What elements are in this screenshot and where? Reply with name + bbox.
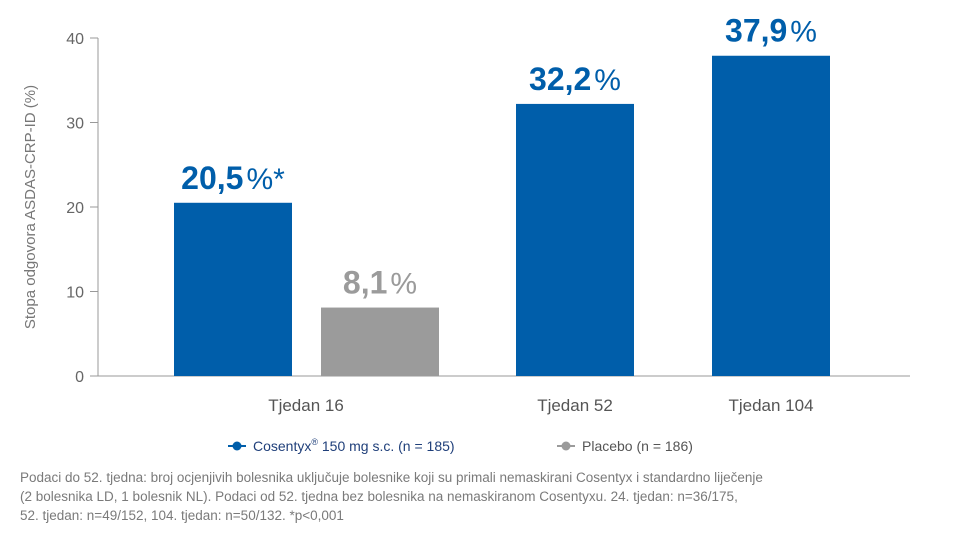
footnote-line-1: Podaci do 52. tjedna: broj ocjenjivih bo… [20, 470, 763, 485]
y-tick-label: 40 [66, 31, 84, 48]
x-tick-label: Tjedan 16 [268, 396, 344, 415]
legend-label-placebo: Placebo (n = 186) [582, 438, 693, 454]
bar-placebo [321, 307, 439, 376]
data-label: 37,9% [725, 13, 817, 49]
bar-cosentyx [174, 202, 292, 376]
legend-item-cosentyx: Cosentyx® 150 mg s.c. (n = 185) [228, 437, 455, 454]
bar-cosentyx [516, 103, 634, 376]
legend-marker-placebo [561, 441, 571, 451]
data-label: 20,5 %* [181, 160, 285, 196]
x-tick-label: Tjedan 104 [728, 396, 813, 415]
chart-bars [174, 55, 830, 377]
chart-axes: 0 10 20 30 40 Tjedan 16 Tjedan 52 Tjedan 104 [66, 31, 910, 415]
data-label: 32,2% [529, 61, 621, 97]
legend-item-placebo: Placebo (n = 186) [557, 438, 693, 454]
y-tick-label: 10 [66, 285, 84, 302]
chart-value-labels: 20,5 %* 8,1 % 32,2 % 37,9% [181, 13, 817, 301]
bar-cosentyx [712, 55, 830, 377]
footnote: Podaci do 52. tjedna: broj ocjenjivih bo… [20, 468, 940, 525]
y-tick-label: 30 [66, 116, 84, 133]
y-axis-label: Stopa odgovora ASDAS-CRP-ID (%) [22, 85, 39, 329]
x-tick-label: Tjedan 52 [537, 396, 613, 415]
legend-label-cosentyx: Cosentyx® 150 mg s.c. (n = 185) [253, 437, 455, 454]
data-label: 8,1% [343, 265, 417, 301]
legend-marker-cosentyx [232, 441, 242, 451]
footnote-line-3: 52. tjedan: n=49/152, 104. tjedan: n=50/… [20, 508, 344, 523]
y-tick-label: 0 [75, 369, 84, 386]
y-tick-label: 20 [66, 200, 84, 217]
footnote-line-2: (2 bolesnika LD, 1 bolesnik NL). Podaci … [20, 489, 738, 504]
legend: Cosentyx® 150 mg s.c. (n = 185) Placebo … [228, 437, 693, 454]
